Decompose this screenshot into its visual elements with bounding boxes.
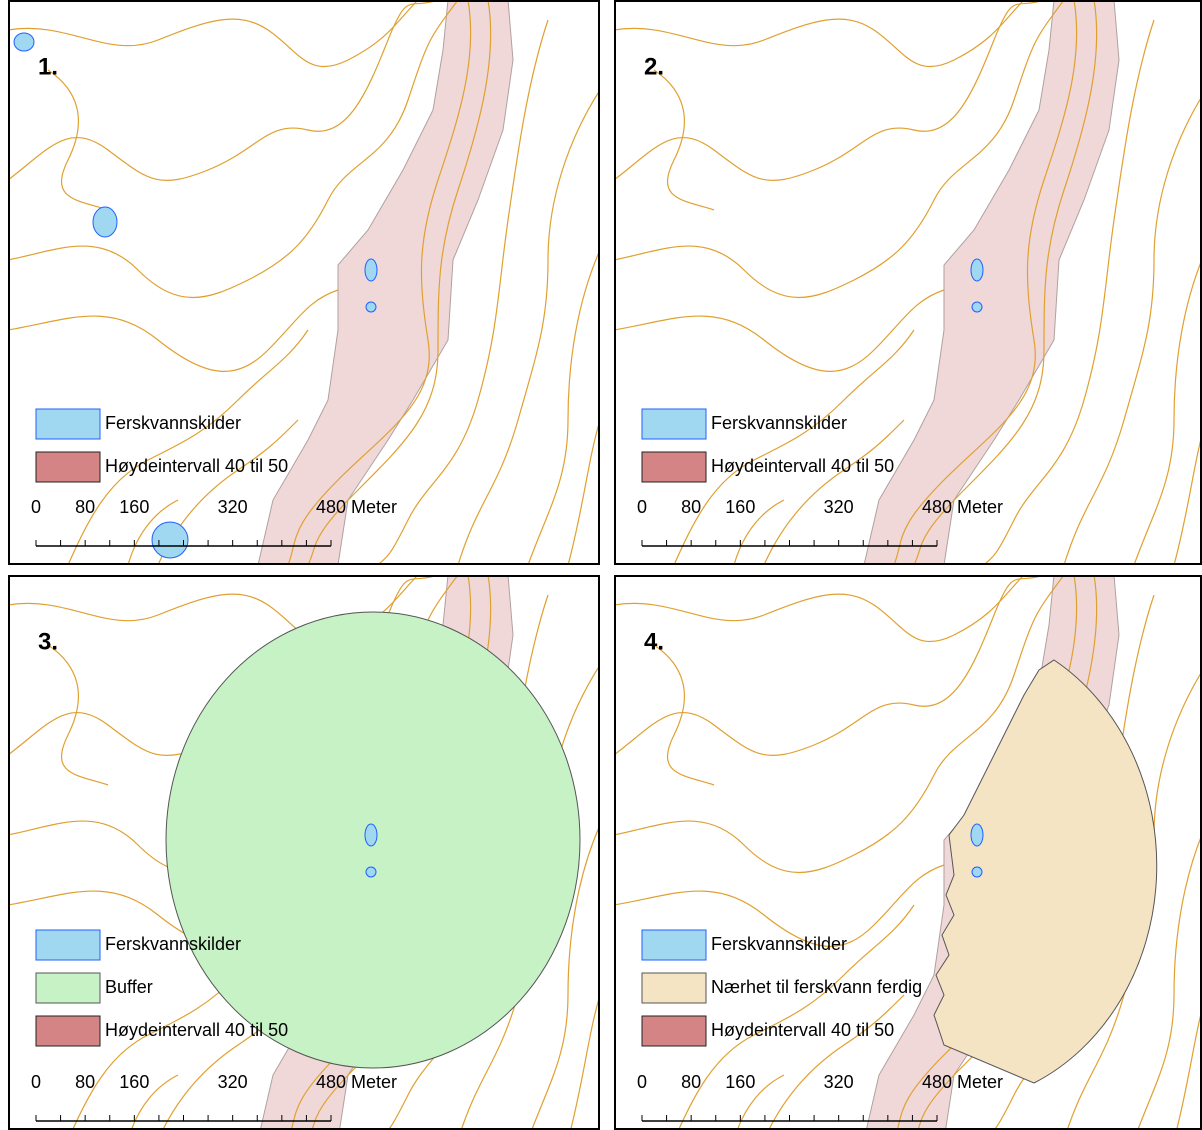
scale-label: 480 — [922, 497, 952, 517]
scale-unit: Meter — [957, 1072, 1003, 1092]
scale-label: 80 — [681, 497, 701, 517]
lake — [366, 867, 376, 877]
scale-unit: Meter — [351, 1072, 397, 1092]
scale-label: 160 — [119, 1072, 149, 1092]
lake — [972, 302, 982, 312]
scale-label: 320 — [824, 497, 854, 517]
contour-line — [48, 645, 108, 785]
scale-label: 480 — [922, 1072, 952, 1092]
legend-swatch — [36, 409, 100, 439]
contour-line — [654, 645, 714, 785]
contour-line — [1174, 995, 1202, 1130]
legend-label: Nærhet til ferskvann ferdig — [711, 977, 922, 997]
legend-label: Ferskvannskilder — [711, 413, 847, 433]
panel-label: 4. — [644, 628, 664, 655]
scale-label: 160 — [119, 497, 149, 517]
legend-label: Høydeintervall 40 til 50 — [711, 1020, 894, 1040]
ridge-area — [864, 0, 1119, 565]
scale-label: 0 — [31, 497, 41, 517]
contour-line — [1134, 250, 1202, 565]
contour-line — [1174, 420, 1202, 565]
legend-label: Buffer — [105, 977, 153, 997]
legend-label: Ferskvannskilder — [105, 934, 241, 954]
scale-unit: Meter — [957, 497, 1003, 517]
legend-label: Høydeintervall 40 til 50 — [711, 456, 894, 476]
contour-line — [8, 0, 418, 67]
scale-label: 80 — [681, 1072, 701, 1092]
legend-swatch — [642, 452, 706, 482]
legend-label: Høydeintervall 40 til 50 — [105, 456, 288, 476]
scale-label: 320 — [824, 1072, 854, 1092]
legend-swatch — [642, 973, 706, 1003]
panel-label: 2. — [644, 53, 664, 80]
lake — [971, 824, 983, 846]
scale-label: 80 — [75, 497, 95, 517]
legend-swatch — [36, 1016, 100, 1046]
panel-label: 3. — [38, 628, 58, 655]
legend-swatch — [36, 930, 100, 960]
scale-label: 480 — [316, 1072, 346, 1092]
scale-unit: Meter — [351, 497, 397, 517]
map-panel: 2. Ferskvannskilder Høydeintervall 40 til … — [614, 0, 1202, 565]
map-panel: 4. Ferskvannskilder Nærhet til ferskvann f… — [614, 575, 1202, 1130]
contour-line — [568, 420, 600, 565]
legend-swatch — [36, 973, 100, 1003]
scale-label: 320 — [218, 1072, 248, 1092]
scale-label: 160 — [725, 1072, 755, 1092]
scale-label: 80 — [75, 1072, 95, 1092]
legend-label: Ferskvannskilder — [105, 413, 241, 433]
contour-line — [48, 70, 108, 210]
contour-line — [614, 290, 944, 371]
lake — [365, 259, 377, 281]
lake — [14, 33, 34, 51]
contour-line — [568, 995, 600, 1130]
contour-line — [614, 0, 1024, 67]
scale-label: 320 — [218, 497, 248, 517]
lake — [971, 259, 983, 281]
panel-label: 1. — [38, 53, 58, 80]
contour-line — [614, 575, 1024, 642]
legend-swatch — [36, 452, 100, 482]
legend-swatch — [642, 1016, 706, 1046]
scale-label: 160 — [725, 497, 755, 517]
legend-label: Høydeintervall 40 til 50 — [105, 1020, 288, 1040]
contour-line — [528, 250, 600, 565]
scale-label: 0 — [637, 497, 647, 517]
scale-label: 0 — [31, 1072, 41, 1092]
legend-label: Ferskvannskilder — [711, 934, 847, 954]
scale-label: 0 — [637, 1072, 647, 1092]
contour-line — [8, 290, 338, 371]
lake — [93, 207, 117, 237]
map-panel: 3. Ferskvannskilder Buffer Høydeintervall 4… — [8, 575, 600, 1130]
lake — [152, 522, 188, 558]
map-figure: 1. Ferskvannskilder Høydeintervall 40 til … — [0, 0, 1202, 1130]
contour-line — [654, 70, 714, 210]
lake — [365, 824, 377, 846]
legend-swatch — [642, 930, 706, 960]
legend-swatch — [642, 409, 706, 439]
proximity-area — [934, 660, 1157, 1083]
map-panel: 1. Ferskvannskilder Høydeintervall 40 til … — [8, 0, 600, 565]
scale-label: 480 — [316, 497, 346, 517]
ridge-area — [258, 0, 513, 565]
lake — [366, 302, 376, 312]
lake — [972, 867, 982, 877]
